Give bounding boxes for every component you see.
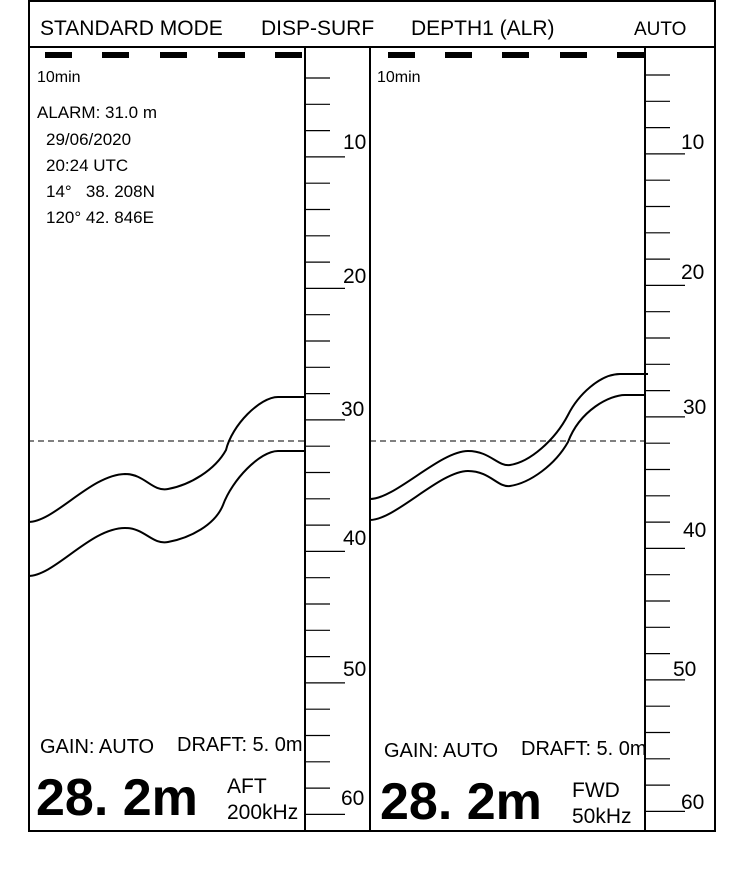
left-scale-label: 30 — [341, 398, 365, 421]
left-echo-top — [27, 396, 305, 523]
right-time-scale: 10min — [377, 69, 421, 86]
left-time-scale: 10min — [37, 69, 81, 86]
mode-label[interactable]: STANDARD MODE — [40, 17, 223, 40]
right-gain-label: GAIN: AUTO — [384, 740, 499, 762]
right-scale-label: 20 — [681, 261, 705, 284]
longitude-readout: 120° 42. 846E — [46, 208, 154, 227]
right-depth-ticks — [645, 74, 685, 813]
alarm-depth: ALARM: 31.0 m — [37, 103, 157, 122]
time-readout: 20:24 UTC — [46, 156, 129, 175]
right-frequency-label: 50kHz — [572, 805, 632, 828]
left-draft-label: DRAFT: 5. 0m — [177, 734, 303, 756]
right-echo-bottom — [369, 394, 645, 521]
left-frequency-label: 200kHz — [227, 801, 299, 824]
left-echo-bottom — [27, 450, 305, 577]
left-transducer-label: AFT — [227, 775, 267, 798]
right-scale-label: 30 — [683, 396, 707, 419]
right-draft-label: DRAFT: 5. 0m — [521, 738, 647, 760]
right-scale-label: 10 — [681, 131, 705, 154]
right-scale-label: 40 — [683, 519, 707, 542]
left-scale-label: 60 — [341, 787, 365, 810]
left-scale-label: 10 — [343, 131, 367, 154]
right-scale-label: 60 — [681, 791, 705, 814]
latitude-readout: 14° 38. 208N — [46, 182, 155, 201]
left-scale-label: 50 — [343, 658, 367, 681]
date-readout: 29/06/2020 — [46, 130, 132, 149]
sounder-display-frame — [28, 0, 716, 832]
right-depth-readout: 28. 2m — [380, 773, 542, 831]
left-gain-label: GAIN: AUTO — [40, 736, 155, 758]
right-echo-top — [369, 373, 648, 500]
left-depth-ticks — [305, 77, 345, 816]
left-scale-label: 20 — [343, 265, 367, 288]
range-mode-label[interactable]: AUTO — [634, 19, 687, 40]
left-depth-readout: 28. 2m — [36, 769, 198, 827]
right-scale-label: 50 — [673, 658, 697, 681]
left-scale-label: 40 — [343, 527, 367, 550]
display-mode-label[interactable]: DISP-SURF — [261, 17, 375, 40]
depth-source-label[interactable]: DEPTH1 (ALR) — [411, 17, 555, 40]
right-transducer-label: FWD — [572, 779, 620, 802]
